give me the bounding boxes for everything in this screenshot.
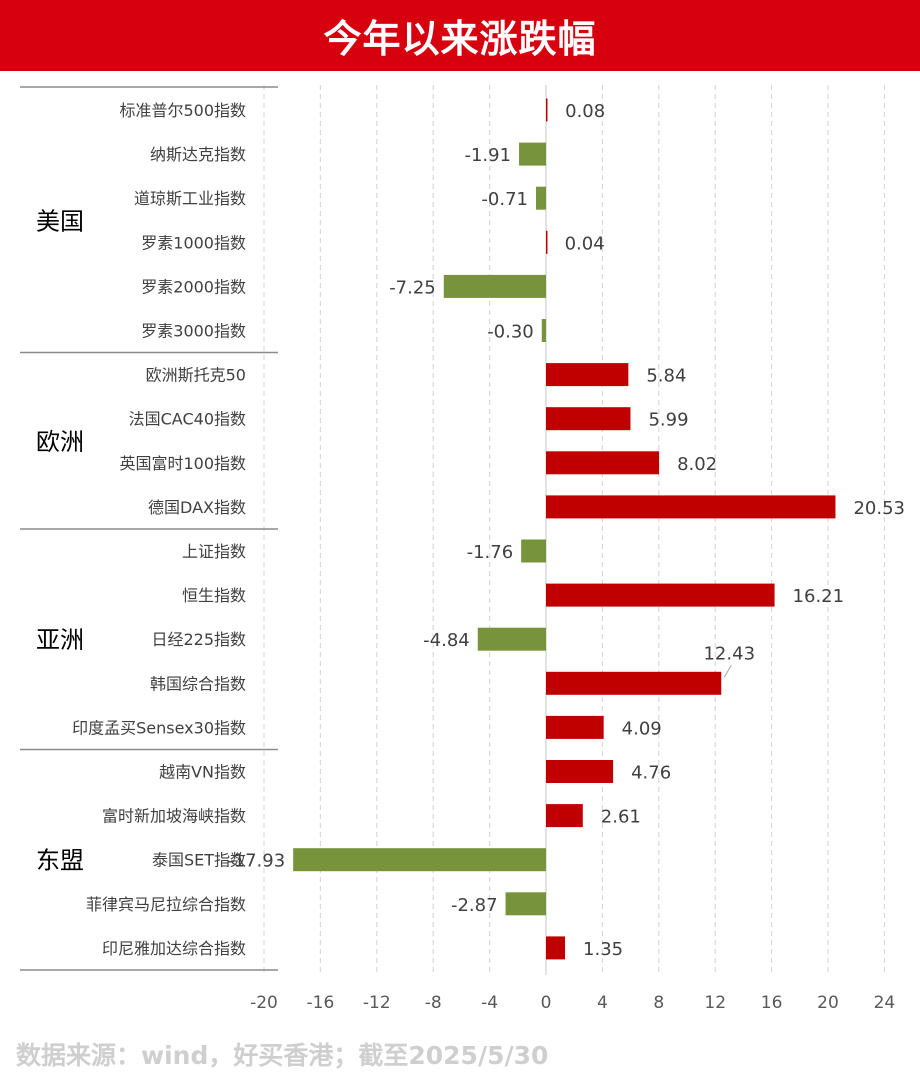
category-label: 罗素2000指数 [141, 277, 246, 296]
data-label: 5.99 [648, 410, 688, 431]
data-label: -0.71 [481, 189, 528, 210]
bar [546, 495, 836, 519]
category-label: 韩国综合指数 [150, 674, 246, 693]
category-label: 上证指数 [182, 542, 246, 561]
bar [546, 804, 583, 828]
data-label: 16.21 [793, 586, 845, 607]
bar [541, 319, 546, 342]
x-tick-label: 12 [704, 993, 726, 1013]
data-label: 8.02 [677, 454, 717, 475]
category-label: 纳斯达克指数 [150, 145, 246, 164]
bar [505, 892, 546, 916]
group-label: 东盟 [36, 847, 84, 875]
category-label: 日经225指数 [151, 630, 246, 649]
data-label: 5.84 [646, 366, 686, 387]
data-label: -2.87 [451, 895, 498, 916]
bar [546, 760, 614, 783]
data-label: 2.61 [601, 807, 641, 828]
category-label: 欧洲斯托克50 [146, 366, 246, 385]
bar [519, 142, 546, 166]
data-label: -1.76 [467, 542, 514, 563]
data-label: 1.35 [583, 939, 623, 960]
category-label: 印尼雅加达综合指数 [102, 939, 246, 958]
x-tick-label: -12 [363, 993, 391, 1013]
category-label: 越南VN指数 [159, 763, 246, 782]
bar [546, 936, 566, 960]
x-tick-label: 0 [541, 993, 552, 1013]
bar [546, 363, 629, 387]
category-label: 富时新加坡海峡指数 [102, 807, 246, 826]
category-label: 德国DAX指数 [148, 498, 246, 517]
data-label: 0.04 [565, 233, 605, 254]
bar [477, 627, 546, 651]
category-label: 罗素1000指数 [141, 233, 246, 252]
x-tick-label: -16 [307, 993, 335, 1013]
data-label: 20.53 [853, 498, 905, 519]
bar [443, 274, 546, 298]
data-label: -0.30 [487, 322, 534, 343]
data-label: -7.25 [389, 277, 436, 298]
x-tick-label: -4 [481, 993, 498, 1013]
data-label: -1.91 [464, 145, 511, 166]
category-label: 印度孟买Sensex30指数 [72, 718, 246, 737]
category-label: 法国CAC40指数 [129, 410, 246, 429]
bar [546, 715, 604, 739]
category-label: 道琼斯工业指数 [134, 189, 246, 208]
bar [546, 583, 775, 607]
bar [535, 186, 546, 210]
data-label: 4.76 [631, 763, 671, 784]
x-tick-label: -20 [250, 993, 278, 1013]
x-tick-label: 20 [817, 993, 839, 1013]
data-label: -17.93 [227, 851, 285, 872]
group-label: 亚洲 [36, 626, 84, 654]
data-label: 4.09 [622, 718, 662, 739]
x-tick-label: 16 [761, 993, 783, 1013]
bar [521, 539, 546, 563]
title-banner: 今年以来涨跌幅 [0, 0, 920, 71]
x-tick-label: 8 [653, 993, 664, 1013]
data-label: 12.43 [703, 643, 755, 664]
x-tick-label: 4 [597, 993, 608, 1013]
bar [546, 230, 548, 254]
category-label: 泰国SET指数 [152, 851, 246, 870]
data-label-leader [723, 665, 732, 678]
category-label: 标准普尔500指数 [119, 101, 246, 120]
data-label: 0.08 [565, 101, 605, 122]
category-label: 罗素3000指数 [141, 322, 246, 341]
chart-title: 今年以来涨跌幅 [323, 17, 597, 61]
x-tick-label: -8 [425, 993, 442, 1013]
source-note: 数据来源：wind，好买香港；截至2025/5/30 [16, 1041, 549, 1070]
bar [546, 407, 631, 431]
category-label: 英国富时100指数 [119, 454, 246, 473]
group-label: 美国 [36, 207, 84, 235]
category-label: 菲律宾马尼拉综合指数 [86, 895, 246, 914]
x-tick-label: 24 [874, 993, 896, 1013]
bar [546, 671, 722, 695]
bar [293, 848, 546, 872]
category-label: 恒生指数 [182, 586, 246, 605]
data-label: -4.84 [423, 630, 470, 651]
bar [546, 451, 660, 475]
group-label: 欧洲 [36, 428, 84, 456]
bar [546, 98, 548, 122]
